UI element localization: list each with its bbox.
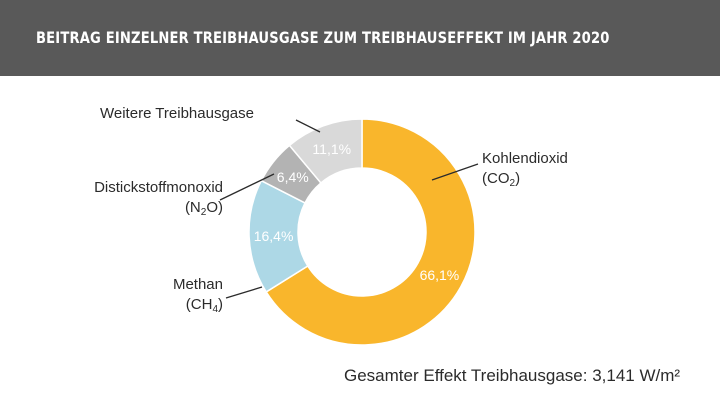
- pct-label-n2o: 6,4%: [277, 169, 309, 185]
- slice-co2: [265, 118, 476, 346]
- pct-label-ch4: 16,4%: [254, 228, 294, 244]
- n2o-formula-label: (N2O): [184, 199, 223, 218]
- chart-title: BEITRAG EINZELNER TREIBHAUSGASE ZUM TREI…: [36, 28, 610, 47]
- total-effect: Gesamter Effekt Treibhausgase: 3,141 W/m…: [344, 366, 681, 385]
- leader-line-co2: [431, 163, 479, 181]
- leader-lines: [219, 119, 479, 299]
- leader-line-other: [295, 119, 321, 133]
- percentage-labels: 66,1% 16,4% 6,4%11,1%: [254, 141, 460, 283]
- donut-slices: [248, 118, 476, 346]
- legend-other: Weitere Treibhausgase: [100, 104, 254, 124]
- slice-other: [288, 118, 363, 185]
- leader-line-ch4: [225, 286, 263, 299]
- legend-ch4: Methan (CH4): [173, 275, 223, 320]
- other-name-label: Weitere Treibhausgase: [100, 105, 254, 122]
- legend-co2: Kohlendioxid (CO2): [482, 149, 568, 194]
- pct-label-co2: 66,1%: [420, 267, 460, 283]
- leader-line-n2o: [219, 173, 275, 201]
- co2-name-label: Kohlendioxid: [482, 150, 568, 167]
- header-bar: BEITRAG EINZELNER TREIBHAUSGASE ZUM TREI…: [0, 0, 720, 76]
- n2o-name-label: Distickstoffmonoxid: [94, 179, 223, 196]
- co2-formula-label: (CO2): [482, 170, 521, 189]
- ch4-name-label: Methan: [172, 276, 223, 293]
- donut-chart: 66,1% 16,4% 6,4%11,1%: [219, 118, 479, 346]
- ch4-formula-label: (CH4): [185, 296, 223, 315]
- pct-label-other: 11,1%: [312, 141, 351, 157]
- legend-n2o: Distickstoffmonoxid (N2O): [94, 178, 223, 223]
